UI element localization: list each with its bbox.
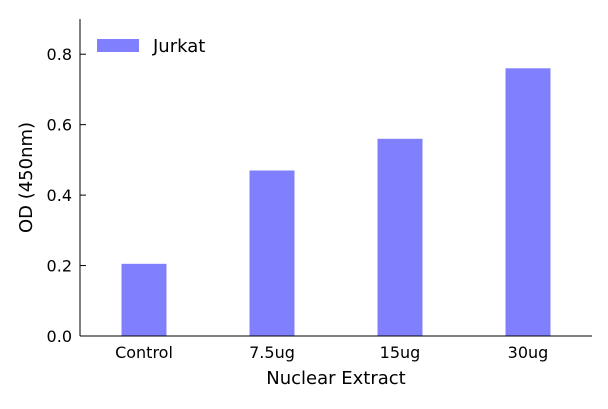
x-ticks: Control 7.5ug 15ug 30ug — [115, 343, 548, 362]
y-tick-label: 0.2 — [47, 257, 72, 276]
legend: Jurkat — [97, 36, 205, 57]
x-tick-label: Control — [115, 343, 173, 362]
y-tick-label: 0.6 — [47, 116, 72, 135]
bar-30ug — [505, 68, 551, 337]
legend-swatch — [97, 39, 139, 52]
x-tick-label: 15ug — [380, 343, 421, 362]
x-tick-label: 7.5ug — [249, 343, 295, 362]
x-tick-label: 30ug — [508, 343, 549, 362]
axes-layer — [79, 19, 592, 337]
y-tick-label: 0.4 — [47, 186, 72, 205]
x-axis-label: Nuclear Extract — [266, 368, 405, 389]
bar-15ug — [377, 138, 423, 336]
bar-Control — [121, 263, 167, 336]
y-tick-label: 0.0 — [47, 327, 72, 346]
y-axis-label: OD (450nm) — [16, 122, 37, 233]
y-ticks: 0.0 0.2 0.4 0.6 0.8 — [47, 45, 86, 346]
bars-layer — [121, 68, 551, 337]
legend-label: Jurkat — [152, 36, 205, 57]
y-tick-label: 0.8 — [47, 45, 72, 64]
bar-7.5ug — [249, 170, 295, 336]
